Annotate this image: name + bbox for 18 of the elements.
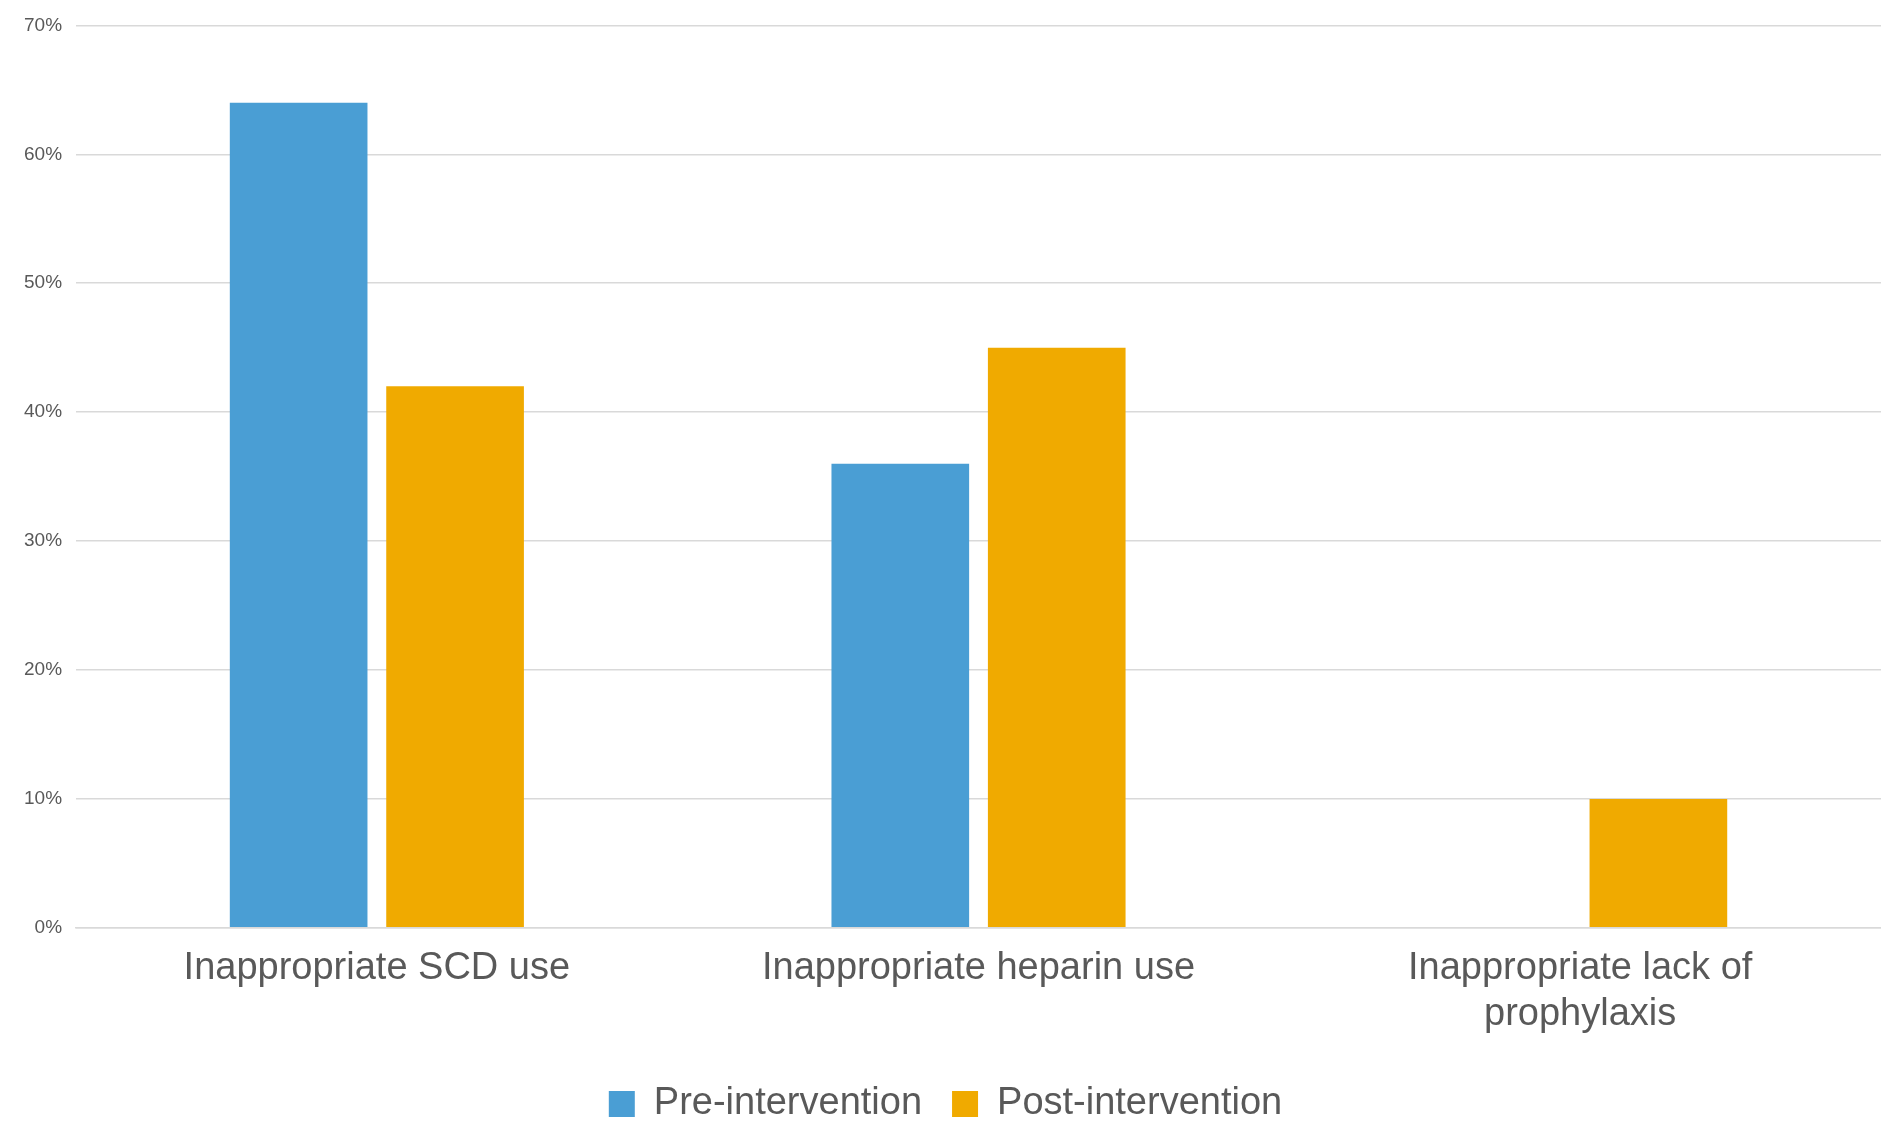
- y-tick-label: 30%: [24, 529, 63, 551]
- y-tick-label: 20%: [24, 658, 63, 680]
- bar: [831, 463, 970, 928]
- x-tick-label: Inappropriate lack of prophylaxis: [1408, 945, 1753, 1033]
- bar: [229, 102, 368, 928]
- y-tick-label: 10%: [24, 787, 63, 809]
- y-tick-label: 40%: [24, 400, 63, 422]
- y-tick-label: 60%: [24, 142, 63, 164]
- bar: [987, 347, 1126, 928]
- x-tick-label: Inappropriate SCD use: [183, 945, 571, 988]
- y-tick-label: 70%: [24, 13, 63, 35]
- bar: [386, 386, 524, 928]
- y-tick-label: 50%: [24, 271, 63, 293]
- legend-label: Pre-intervention: [653, 1080, 923, 1123]
- x-tick-label: Inappropriate heparin use: [761, 945, 1196, 988]
- legend-label: Post-intervention: [997, 1080, 1283, 1123]
- bar: [1589, 798, 1728, 928]
- y-tick-label: 0%: [34, 916, 63, 938]
